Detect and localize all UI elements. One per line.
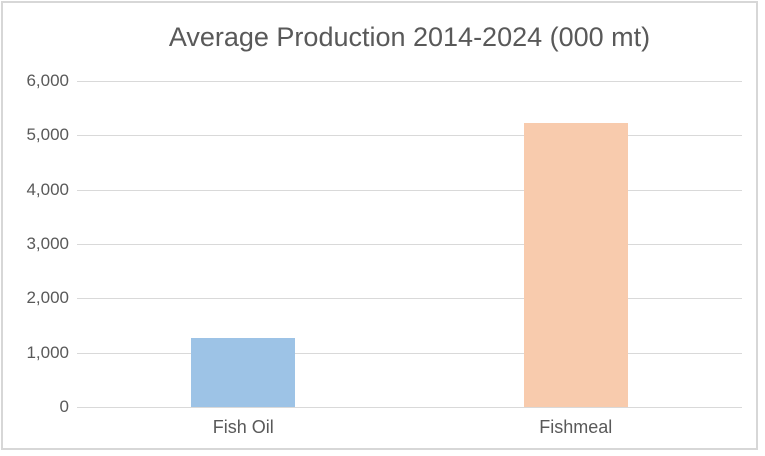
gridline xyxy=(77,135,742,137)
y-axis: 6,000 5,000 4,000 3,000 2,000 1,000 0 xyxy=(3,71,69,416)
x-tick-label: Fishmeal xyxy=(539,417,613,437)
x-tick-label: Fish Oil xyxy=(212,417,274,437)
y-tick-label: 6,000 xyxy=(26,71,69,90)
y-tick-label: 3,000 xyxy=(26,234,69,253)
y-tick-label: 4,000 xyxy=(26,179,69,199)
y-tick-label: 2,000 xyxy=(26,288,69,308)
gridline xyxy=(77,407,742,408)
gridline xyxy=(77,244,742,245)
x-axis: Fish Oil Fishmeal xyxy=(77,417,742,443)
gridline xyxy=(77,298,742,300)
bar-fishmeal xyxy=(523,122,628,407)
y-tick-label: 1,000 xyxy=(26,342,69,362)
gridline xyxy=(77,189,742,191)
bar-fish-oil xyxy=(191,338,296,407)
plot-area xyxy=(77,81,742,408)
chart-title: Average Production 2014-2024 (000 mt) xyxy=(168,22,651,52)
y-tick-label: 0 xyxy=(59,397,69,416)
chart-frame: Average Production 2014-2024 (000 mt) 6,… xyxy=(1,1,758,450)
gridline xyxy=(77,352,742,354)
gridline xyxy=(77,81,742,82)
y-tick-label: 5,000 xyxy=(26,125,69,145)
